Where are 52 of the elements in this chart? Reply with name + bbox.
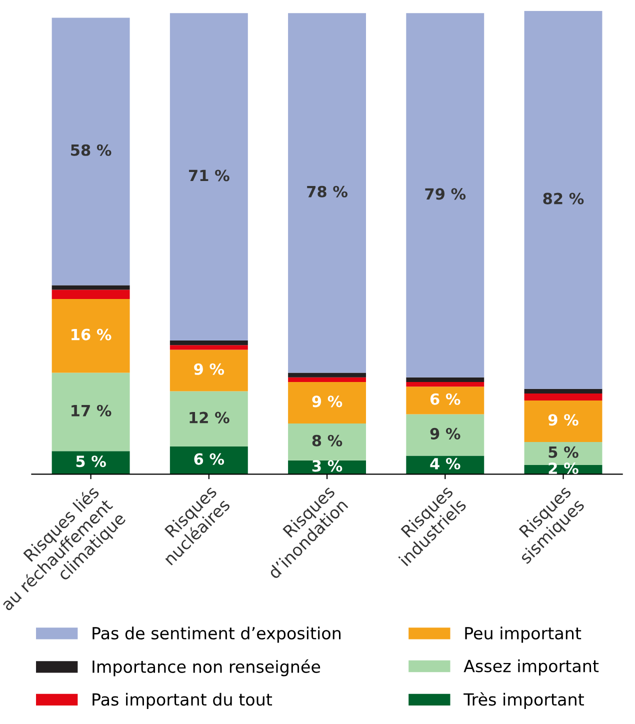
data-label: 6 % [194, 453, 224, 465]
bar [288, 424, 366, 460]
data-label: 82 % [543, 192, 584, 204]
legend-label: Pas important du tout [92, 692, 272, 709]
data-label: 6 % [430, 393, 460, 405]
data-label: 5 % [548, 446, 578, 458]
bar [52, 18, 130, 286]
bar [52, 299, 130, 373]
bar [406, 386, 484, 414]
bar [288, 382, 366, 424]
bar [170, 446, 248, 474]
data-label: 16 % [72, 328, 112, 340]
data-label: 9 % [430, 428, 460, 440]
data-label: 17 % [72, 404, 112, 416]
legend-label: Pas de sentiment d’exposition [92, 626, 340, 643]
bar [170, 350, 248, 392]
data-label: 5 % [76, 456, 106, 468]
bar [288, 13, 366, 373]
data-label: 2 % [548, 462, 578, 474]
legend-label: Peu important [465, 626, 582, 643]
data-label: 4 % [430, 458, 460, 470]
data-label: 8 % [312, 434, 342, 446]
bar [52, 451, 130, 474]
bar [406, 377, 484, 382]
bar [288, 377, 366, 382]
legend-label: Assez important [464, 659, 599, 676]
data-label: 78 % [307, 186, 348, 198]
bar [170, 345, 248, 350]
data-label: 71 % [188, 170, 230, 182]
bar [170, 391, 248, 447]
bar [52, 372, 130, 452]
data-label: 9 % [194, 363, 224, 375]
bar [524, 400, 602, 442]
bar [406, 414, 484, 456]
legend-label: Importance non renseignée [92, 659, 320, 676]
bar [406, 13, 484, 378]
bar [524, 394, 602, 400]
bar [170, 13, 248, 341]
bar [524, 10, 602, 389]
bar [406, 382, 484, 387]
bar [288, 372, 366, 378]
bar [52, 290, 130, 300]
data-label: 3 % [312, 460, 342, 472]
bar [524, 388, 602, 394]
legend-label: Très important [464, 692, 584, 709]
data-label: 12 % [190, 412, 230, 424]
bar [170, 340, 248, 346]
bar [52, 285, 130, 290]
data-label: 58 % [71, 144, 112, 156]
data-label: 79 % [425, 188, 466, 200]
data-label: 9 % [548, 414, 578, 426]
data-label: 9 % [312, 396, 342, 408]
